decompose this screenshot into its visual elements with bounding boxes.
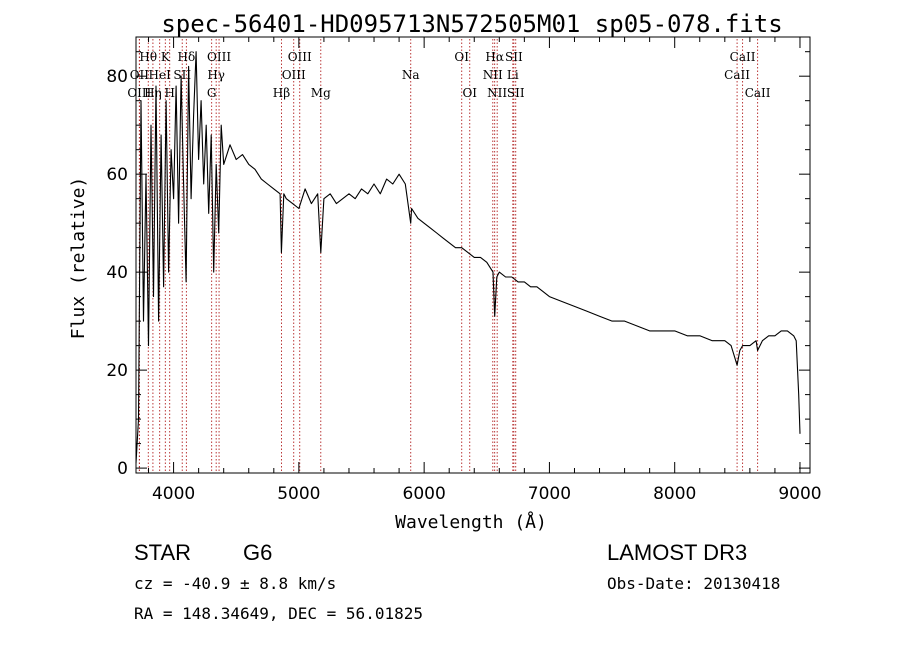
line-label-sii: SII xyxy=(505,50,523,64)
chart-title: spec-56401-HD095713N572505M01_sp05-078.f… xyxy=(161,10,782,38)
line-label-caii: CaII xyxy=(730,50,756,64)
x-axis-label: Wavelength (Å) xyxy=(395,511,547,533)
line-label-h: H xyxy=(164,86,174,100)
y-tick-label: 60 xyxy=(106,165,128,185)
x-tick-label: 7000 xyxy=(528,484,571,504)
object-subclass: G6 xyxy=(243,540,273,565)
x-tick-label: 5000 xyxy=(277,484,320,504)
line-label-na: Na xyxy=(402,68,420,82)
line-label-sii: SII xyxy=(173,68,191,82)
spectral-line-labels: Hθ OII OIII K HeI Hη Hδ SII H OIII Hγ G OIII OIII Hβ Mg… xyxy=(127,50,770,100)
line-label-caii: CaII xyxy=(745,86,771,100)
y-tick-label: 80 xyxy=(106,67,128,87)
line-label-k: K xyxy=(161,50,171,64)
line-label-oiii: OIII xyxy=(282,68,306,82)
y-axis-label: Flux (relative) xyxy=(68,177,89,340)
line-label-li: Li xyxy=(507,68,519,82)
y-tick-label: 20 xyxy=(106,361,128,381)
y-tick-label: 0 xyxy=(117,459,128,479)
line-label-hα: Hα xyxy=(485,50,504,64)
line-label-sii: SII xyxy=(507,86,525,100)
line-label-hγ: Hγ xyxy=(207,68,225,82)
line-label-hη: Hη xyxy=(144,86,162,100)
line-label-hβ: Hβ xyxy=(273,86,290,100)
line-label-oi: OI xyxy=(462,86,477,100)
line-label-hθ: Hθ xyxy=(139,50,157,64)
plot-frame xyxy=(135,36,811,474)
line-label-oiii: OIII xyxy=(127,86,151,100)
spectrum-line xyxy=(135,51,801,464)
line-label-mg: Mg xyxy=(311,86,331,100)
line-label-oii: OII xyxy=(130,68,150,82)
x-tick-label: 4000 xyxy=(152,484,195,504)
x-tick-label: 8000 xyxy=(653,484,696,504)
line-label-oi: OI xyxy=(454,50,469,64)
obs-date: Obs-Date: 20130418 xyxy=(607,574,781,593)
x-axis: 4000 5000 6000 7000 8000 9000 xyxy=(148,37,822,504)
line-label-g: G xyxy=(207,86,217,100)
object-class: STAR xyxy=(134,540,192,565)
line-label-oiii: OIII xyxy=(288,50,312,64)
x-tick-label: 6000 xyxy=(403,484,446,504)
line-label-hei: HeI xyxy=(149,68,172,82)
redshift-text: cz = -40.9 ± 8.8 km/s xyxy=(134,574,337,593)
coordinates: RA = 148.34649, DEC = 56.01825 xyxy=(134,604,423,623)
line-label-nii: NII xyxy=(487,86,507,100)
line-label-nii: NII xyxy=(483,68,503,82)
spectral-line-markers xyxy=(138,39,759,472)
y-tick-label: 40 xyxy=(106,263,128,283)
line-label-oiii: OIII xyxy=(207,50,231,64)
survey-name: LAMOST DR3 xyxy=(607,540,748,565)
y-axis: 0 20 40 60 80 xyxy=(106,51,810,479)
line-label-hδ: Hδ xyxy=(178,50,196,64)
line-label-caii: CaII xyxy=(724,68,750,82)
x-tick-label: 9000 xyxy=(778,484,821,504)
